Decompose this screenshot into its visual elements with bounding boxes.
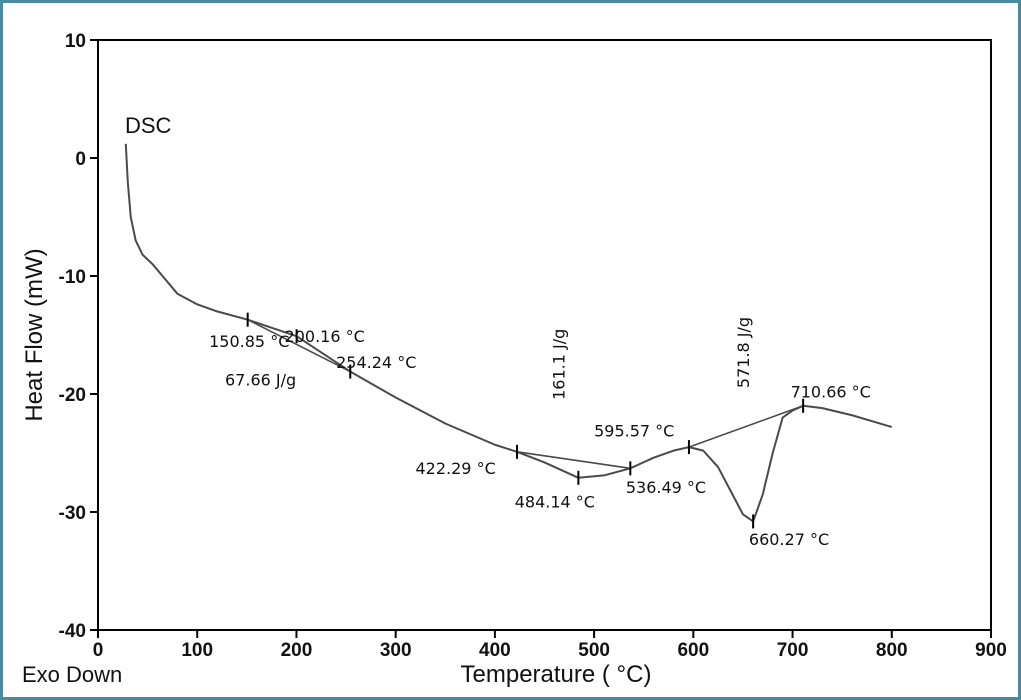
- peak-markers: [246, 312, 805, 529]
- peak-baseline: [688, 405, 804, 448]
- annotation-label: 536.49 °C: [626, 478, 706, 497]
- x-tick-label: 200: [281, 640, 313, 661]
- x-tick-label: 800: [876, 640, 908, 661]
- x-tick-label: 700: [777, 640, 809, 661]
- x-axis-title: Temperature ( °C): [461, 661, 652, 688]
- y-axis-title: Heat Flow (mW): [21, 248, 48, 421]
- plot-area: [97, 39, 992, 631]
- x-tick-label: 600: [677, 640, 709, 661]
- peak-baseline: [247, 318, 351, 373]
- baselines: [247, 318, 804, 470]
- x-tick-label: 0: [93, 640, 104, 661]
- annotation-label: 710.66 °C: [791, 383, 871, 402]
- y-tick-label: 10: [65, 31, 86, 52]
- y-tick-label: -20: [59, 385, 86, 406]
- x-axis: 0 100 200 300 400 500 600 700 800 900: [93, 630, 1007, 661]
- series-label: DSC: [125, 113, 172, 138]
- x-tick-label: 100: [181, 640, 213, 661]
- peak-baseline: [516, 451, 631, 470]
- y-axis: 10 0 -10 -20 -30 -40: [59, 31, 98, 642]
- y-tick-label: 0: [75, 149, 86, 170]
- x-tick-label: 300: [380, 640, 412, 661]
- exo-down-note: Exo Down: [22, 662, 122, 687]
- annotation-label: 161.1 J/g: [549, 329, 568, 400]
- y-tick-label: -40: [59, 621, 86, 642]
- x-tick-label: 500: [578, 640, 610, 661]
- y-tick-label: -10: [59, 267, 86, 288]
- annotation-label: 67.66 J/g: [225, 371, 296, 390]
- annotation-label: 200.16 °C: [285, 327, 365, 346]
- y-tick-label: -30: [59, 503, 86, 524]
- annotation-label: 254.24 °C: [336, 353, 416, 372]
- annotation-label: 571.8 J/g: [734, 317, 753, 388]
- annotation-label: 660.27 °C: [749, 530, 829, 549]
- annotation-label: 150.85 °C: [209, 332, 289, 351]
- annotation-label: 595.57 °C: [594, 421, 674, 440]
- plot-border: [97, 39, 992, 631]
- annotation-label: 422.29 °C: [416, 459, 496, 478]
- x-tick-label: 400: [479, 640, 511, 661]
- annotation-label: 484.14 °C: [515, 492, 595, 511]
- x-tick-label: 900: [975, 640, 1007, 661]
